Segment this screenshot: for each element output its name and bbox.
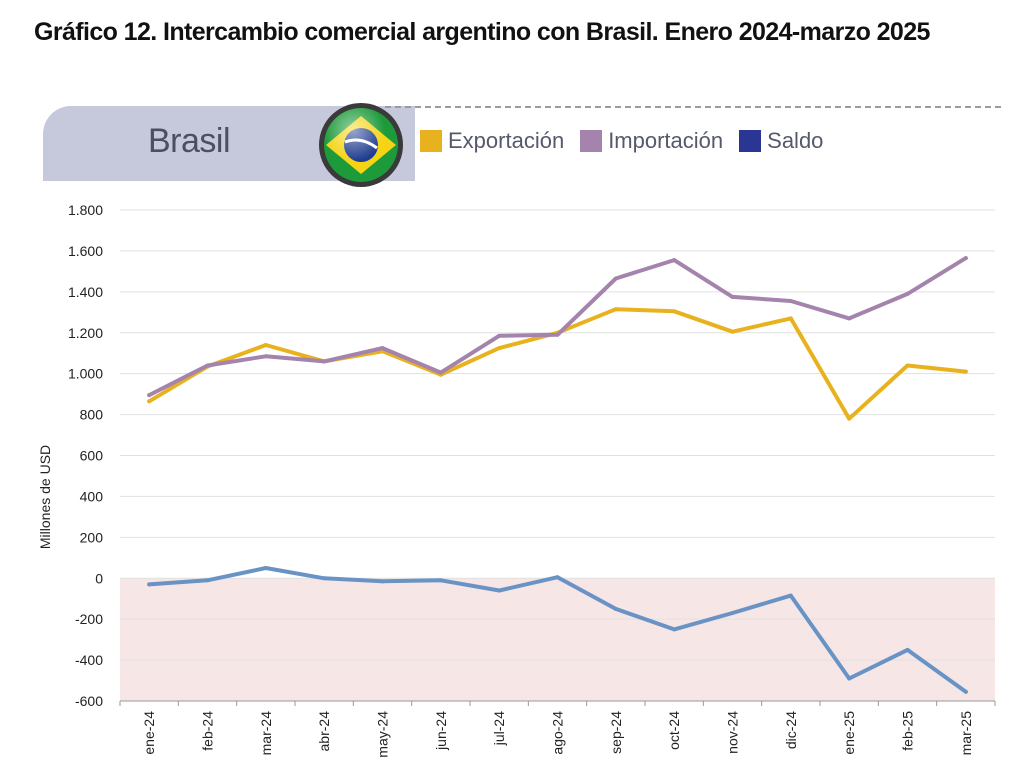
legend-swatch-exportacion [420,130,442,152]
y-tick-label: 200 [80,529,104,545]
data-point [905,647,910,652]
data-point [613,307,618,312]
data-point [730,329,735,334]
x-tick-label: sep-24 [608,711,624,754]
data-point [613,606,618,611]
data-point [672,258,677,263]
data-point [147,393,152,398]
data-point [613,276,618,281]
x-tick-label: nov-24 [725,711,741,754]
x-tick-label: dic-24 [783,711,799,749]
data-point [438,370,443,375]
data-point [730,294,735,299]
data-point [788,316,793,321]
series-line-exportacin [147,307,968,421]
data-point [497,346,502,351]
y-tick-label: 1.400 [68,284,103,300]
data-point [380,579,385,584]
data-point [905,291,910,296]
y-tick-label: 1.200 [68,325,103,341]
x-tick-label: mar-24 [258,711,274,756]
x-tick-label: may-24 [375,711,391,758]
data-point [205,363,210,368]
legend-label-exportacion: Exportación [448,128,565,153]
data-point [672,309,677,314]
data-point [963,369,968,374]
data-point [672,627,677,632]
legend-swatch-importacion [580,130,603,152]
y-tick-label: 0 [95,570,103,586]
data-point [263,566,268,571]
series-line-importacin [147,256,968,398]
data-point [963,689,968,694]
chart-title: Gráfico 12. Intercambio comercial argent… [34,18,930,46]
x-tick-label: feb-25 [900,711,916,751]
negative-region [120,578,995,701]
x-tick-label: mar-25 [958,711,974,756]
data-point [380,346,385,351]
y-tick-label: 1.600 [68,243,103,259]
y-tick-label: -400 [75,652,103,668]
legend-item-importacion: Importación [580,128,723,154]
y-tick-label: 1.000 [68,366,103,382]
data-point [497,588,502,593]
data-point [847,676,852,681]
data-point [438,578,443,583]
y-axis-label: Millones de USD [37,445,53,549]
legend: Exportación Importación Saldo [420,128,823,154]
legend-label-importacion: Importación [608,128,724,153]
x-tick-label: jul-24 [491,711,507,746]
data-point [147,582,152,587]
data-point [963,256,968,261]
x-tick-label: ago-24 [550,711,566,755]
data-point [847,416,852,421]
data-point [263,343,268,348]
data-point [788,593,793,598]
x-tick-label: feb-24 [200,711,216,751]
legend-swatch-saldo [739,130,762,152]
data-point [322,359,327,364]
data-point [788,299,793,304]
header-divider [385,106,1001,108]
legend-item-saldo: Saldo [739,128,823,154]
legend-label-saldo: Saldo [767,128,824,153]
data-point [147,399,152,404]
data-point [263,354,268,359]
data-point [555,575,560,580]
data-point [322,576,327,581]
y-tick-label: -600 [75,693,103,709]
legend-item-exportacion: Exportación [420,128,564,154]
country-name: Brasil [148,122,231,160]
data-point [730,611,735,616]
x-tick-label: abr-24 [316,711,332,752]
x-tick-label: jun-24 [433,711,449,751]
y-tick-label: -200 [75,611,103,627]
data-point [497,333,502,338]
y-tick-label: 600 [80,448,104,464]
data-point [205,578,210,583]
brazil-flag-icon [319,103,403,187]
y-tick-label: 800 [80,407,104,423]
x-tick-label: ene-25 [841,711,857,755]
y-tick-label: 400 [80,488,104,504]
x-tick-label: ene-24 [141,711,157,755]
x-tick-label: oct-24 [666,711,682,750]
data-point [555,332,560,337]
data-point [847,316,852,321]
y-tick-label: 1.800 [68,202,103,218]
data-point [905,363,910,368]
